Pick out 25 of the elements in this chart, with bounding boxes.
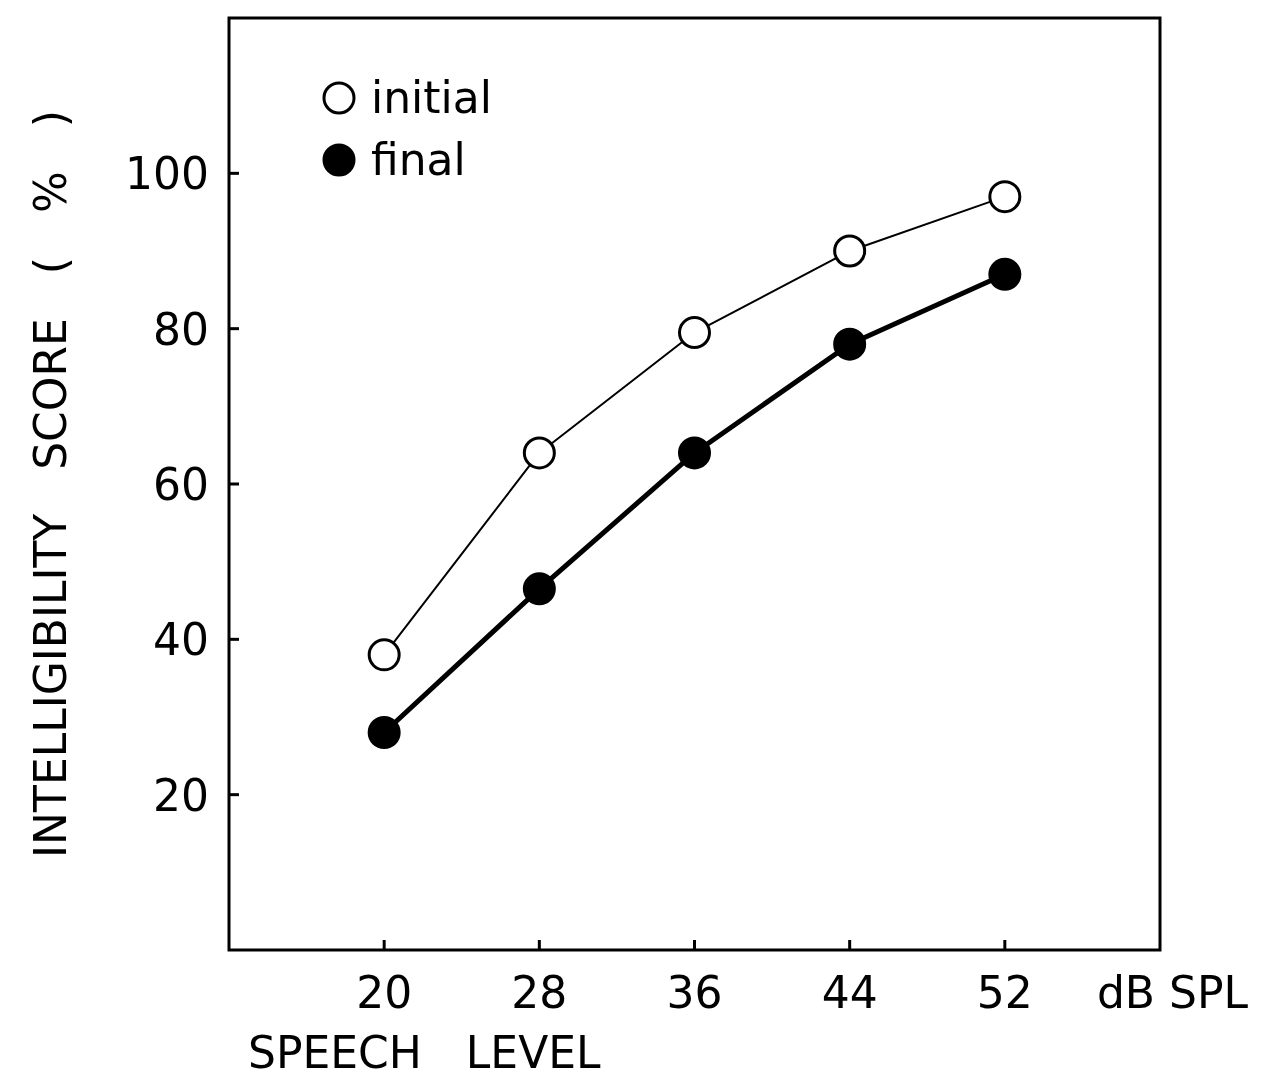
point: [833, 327, 867, 361]
y-tick-label: 40: [153, 614, 209, 666]
y-axis-title: INTELLIGIBILITY SCORE ( % ): [25, 110, 76, 858]
y-tick-label: 20: [153, 769, 209, 821]
point: [522, 572, 556, 606]
text: dB SPL: [1096, 967, 1249, 1018]
point: [988, 257, 1022, 291]
x-tick-label: 28: [511, 967, 568, 1018]
x-axis-title: SPEECH LEVEL: [248, 1027, 602, 1078]
point: [833, 234, 867, 268]
legend-label: final: [371, 134, 466, 185]
y-tick-label: 80: [153, 303, 209, 355]
point: [367, 716, 401, 750]
x-tick-label: 44: [821, 967, 878, 1018]
point: [678, 436, 711, 470]
legend-label: initial: [371, 72, 492, 123]
point: [367, 638, 401, 672]
x-tick-label: 36: [666, 967, 723, 1018]
y-tick-label: 100: [125, 148, 209, 200]
point: [678, 316, 711, 350]
point: [988, 180, 1022, 214]
point: [522, 436, 556, 470]
x-tick-label: 20: [356, 967, 413, 1018]
y-tick-label: 60: [153, 459, 209, 510]
x-tick-label: 52: [976, 967, 1033, 1018]
